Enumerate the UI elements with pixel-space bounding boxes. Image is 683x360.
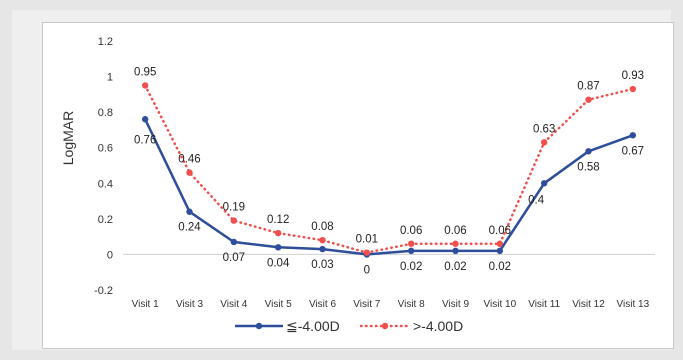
x-tick-label: Visit 4 [220, 299, 247, 310]
legend-marker-low [255, 322, 263, 330]
low-series-point [186, 208, 193, 215]
legend-marker-high [381, 322, 389, 330]
high-series-data-label: 0.06 [444, 225, 466, 237]
low-series-point [452, 247, 459, 255]
y-tick-label: 1.2 [98, 36, 113, 48]
low-series-data-label: 0.24 [178, 222, 201, 234]
high-series-point [452, 240, 459, 247]
low-series-data-label: 0.07 [223, 252, 245, 264]
y-tick-label: 0.2 [98, 214, 113, 226]
high-series-point [540, 139, 548, 146]
legend-label-high: >-4.00D [413, 318, 463, 334]
y-tick-label: 0 [107, 249, 113, 261]
data-labels: 0.76 0.24 0.07 0.04 0.03 0 0.02 0.02 0.02 0.4 0.58… [134, 66, 644, 276]
low-series-point [629, 132, 637, 139]
axes: 1.2 1 0.8 0.6 0.4 0.2 0 -0.2 Visit 1 Visit 3 Visit… [94, 36, 655, 310]
low-series-point [230, 238, 238, 246]
high-series-point [629, 85, 637, 93]
x-tick-label: Visit 10 [484, 299, 517, 310]
high-series-data-label: 0.95 [134, 66, 156, 78]
high-series-data-label: 0.87 [577, 81, 599, 93]
low-series-data-label: 0.4 [528, 194, 545, 206]
chart-frame: LogMAR 1.2 1 0.8 0.6 0.4 0.2 0 -0.2 Visit 1 Visit… [42, 22, 674, 349]
x-tick-label: Visit 13 [617, 299, 650, 310]
high-series-point [274, 229, 282, 237]
low-series-point [407, 247, 415, 255]
legend-label-low: ≦-4.00D [286, 318, 340, 334]
high-series-point [186, 169, 193, 176]
series-line-high [143, 84, 635, 254]
low-series-point [141, 116, 149, 123]
low-series-point [585, 148, 592, 155]
x-tick-label: Visit 11 [528, 299, 560, 310]
low-series-data-label: 0.58 [577, 161, 599, 173]
x-tick-label: Visit 5 [265, 299, 292, 310]
low-series-data-label: 0 [364, 264, 370, 276]
high-series-point [363, 249, 371, 256]
series-line-low [143, 118, 635, 256]
high-series-data-label: 0.12 [267, 214, 289, 226]
high-series-point [230, 217, 238, 224]
low-series-point [319, 245, 326, 253]
low-series-data-label: 0.76 [134, 134, 156, 146]
y-tick-label: 0.8 [98, 107, 113, 119]
series-layer [141, 82, 637, 258]
x-tick-label: Visit 1 [132, 299, 159, 310]
high-series-data-label: 0.63 [533, 123, 555, 135]
x-tick-label: Visit 9 [442, 299, 469, 310]
high-series-point [141, 82, 149, 89]
low-series-data-label: 0.02 [489, 261, 511, 273]
y-tick-label: 0.4 [98, 178, 113, 190]
line-chart: LogMAR 1.2 1 0.8 0.6 0.4 0.2 0 -0.2 Visit 1 Visit… [60, 36, 655, 334]
low-series-data-label: 0.02 [444, 261, 466, 273]
x-tick-label: Visit 6 [309, 299, 336, 310]
low-series-point [496, 247, 504, 255]
high-series-data-label: 0.08 [311, 221, 333, 233]
y-tick-label: -0.2 [94, 285, 113, 297]
y-axis-label: LogMAR [60, 111, 76, 165]
high-series-point [407, 240, 415, 247]
low-series-data-label: 0.02 [400, 261, 422, 273]
high-series-data-label: 0.19 [223, 202, 245, 214]
legend: ≦-4.00D >-4.00D [235, 318, 463, 334]
high-series-point [585, 96, 592, 103]
high-series-data-label: 0.93 [622, 70, 644, 82]
x-tick-label: Visit 8 [398, 299, 425, 310]
high-series-data-label: 0.01 [356, 234, 378, 246]
y-tick-label: 1 [107, 72, 113, 84]
x-tick-label: Visit 12 [572, 299, 605, 310]
high-series-data-label: 0.06 [489, 225, 511, 237]
low-series-data-label: 0.03 [311, 259, 333, 271]
high-series-data-label: 0.06 [400, 225, 422, 237]
low-series-point [274, 244, 282, 251]
low-series-data-label: 0.04 [267, 257, 290, 269]
high-series-point [496, 240, 504, 247]
low-series-point [540, 180, 548, 187]
low-series-data-label: 0.67 [622, 145, 644, 157]
high-series-data-label: 0.46 [178, 154, 200, 166]
x-tick-label: Visit 7 [353, 299, 380, 310]
y-tick-label: 0.6 [98, 143, 113, 155]
high-series-point [319, 237, 326, 244]
x-tick-label: Visit 3 [176, 299, 203, 310]
